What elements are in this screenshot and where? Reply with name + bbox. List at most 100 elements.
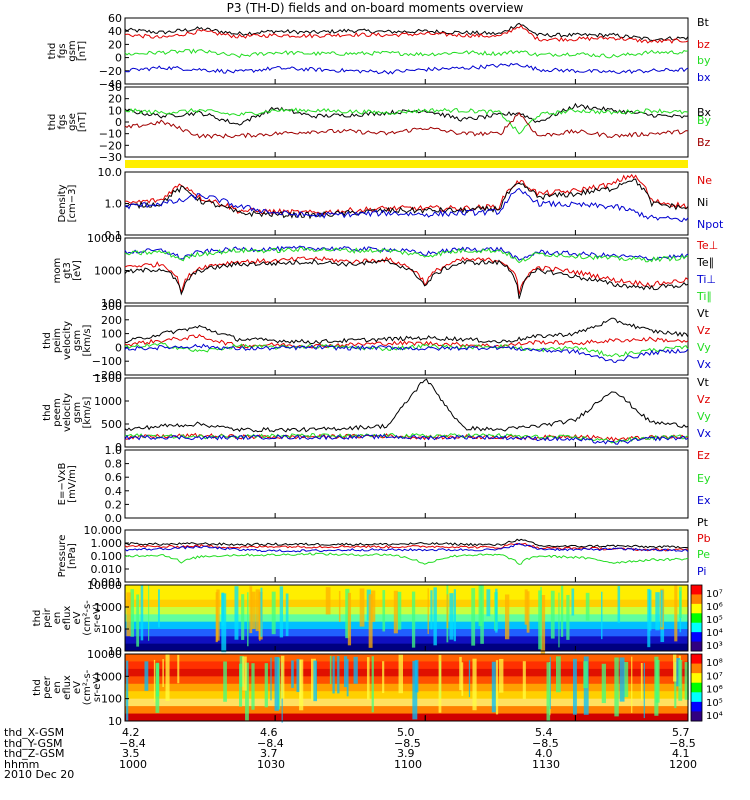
- spectrogram-streak: [647, 588, 651, 648]
- ephem-value: 4.0: [535, 747, 553, 760]
- ephem-label: thd_Y-GSM: [4, 736, 63, 750]
- legend-Vz: Vz: [697, 393, 711, 406]
- spectrogram-streak: [251, 663, 255, 710]
- y-tick-label: 10000: [87, 579, 122, 592]
- colorbar-tick-label: 10⁴: [706, 711, 723, 722]
- series-Vt: [124, 378, 689, 433]
- y-axis-label: [km/s]: [82, 324, 93, 356]
- legend-Pb: Pb: [697, 532, 711, 545]
- spectrogram-band: [125, 691, 688, 700]
- spectrogram-streak: [165, 654, 170, 702]
- spectrogram-streak: [177, 654, 180, 684]
- spectrogram-streak: [162, 659, 164, 687]
- legend-Ey: Ey: [697, 472, 711, 485]
- ephem-label: hhmm: [4, 757, 40, 771]
- panel-frame: [124, 449, 689, 519]
- series-Ti⊥: [124, 245, 689, 262]
- spectrogram-band: [125, 683, 688, 692]
- y-axis-label: sr-eV): [92, 673, 103, 702]
- spectrogram-streak: [673, 654, 677, 682]
- y-tick-label: 20: [108, 38, 122, 51]
- spectrogram-streak: [619, 657, 625, 702]
- ephem-value: 5.4: [535, 726, 553, 739]
- colorbar-segment: [691, 632, 702, 643]
- y-tick-label: −10: [99, 128, 122, 141]
- spectrogram-streak: [679, 586, 682, 618]
- y-tick-label: 1000: [94, 670, 122, 683]
- legend-Npot: Npot: [697, 218, 724, 231]
- colorbar-tick-label: 10³: [706, 641, 723, 652]
- ephem-value: −8.5: [669, 736, 696, 750]
- y-axis-label: [mV/m]: [67, 465, 78, 503]
- colorbar-segment: [691, 594, 702, 605]
- spectrogram-streak: [366, 657, 370, 700]
- spectrogram-streak: [296, 658, 300, 693]
- spectrogram-streak: [221, 593, 227, 653]
- y-tick-label: 60: [108, 12, 122, 25]
- legend-Ni: Ni: [697, 196, 708, 209]
- spectrogram-streak: [674, 585, 678, 642]
- spectrogram-streak: [655, 660, 660, 703]
- colorbar-frame: [690, 653, 703, 722]
- spectrogram-band: [125, 654, 688, 662]
- legend-Ne: Ne: [697, 174, 712, 187]
- y-tick-label: 0.100: [91, 550, 123, 563]
- spectrogram-band: [125, 629, 688, 637]
- spectrogram-streak: [337, 655, 340, 694]
- y-tick-label: 0.0: [105, 512, 123, 525]
- legend-By: By: [697, 114, 712, 127]
- spectrogram-streak: [285, 593, 289, 637]
- colorbar-tick-label: 10⁷: [706, 589, 723, 600]
- spectrogram-streak: [571, 588, 575, 616]
- spectrogram-streak: [279, 586, 284, 638]
- y-axis-label: eV: [72, 681, 83, 694]
- spectrogram-streak: [504, 594, 510, 640]
- spectrogram-streak: [136, 594, 140, 647]
- spectrogram-streak: [140, 585, 144, 641]
- y-axis-label: thd: [42, 404, 53, 421]
- spectrogram-streak: [148, 585, 150, 641]
- y-tick-label: 100: [101, 693, 122, 706]
- y-axis-label: thd: [47, 43, 58, 60]
- spectrogram-band: [125, 614, 688, 623]
- spectrogram-streak: [271, 591, 276, 635]
- spectrogram-streak: [449, 593, 454, 640]
- series-Te⊥: [124, 256, 689, 295]
- y-axis-label: [cm−3]: [67, 185, 78, 223]
- legend-Vz: Vz: [697, 324, 711, 337]
- y-tick-label: 0.8: [105, 458, 123, 471]
- ephem-value: 1200: [669, 757, 697, 771]
- y-axis-label: [nT]: [77, 112, 88, 132]
- spectrogram-streak: [247, 592, 249, 647]
- y-axis-label: Pressure: [57, 535, 68, 578]
- colorbar-tick-label: 10⁶: [706, 685, 723, 696]
- y-axis-label: gsm: [67, 40, 78, 61]
- y-tick-label: −40: [99, 78, 122, 91]
- spectrogram-streak: [251, 591, 256, 629]
- y-tick-label: 100: [101, 623, 122, 636]
- y-tick-label: 1.0: [105, 198, 123, 211]
- y-axis-label: eflux: [62, 606, 73, 631]
- spectrogram-streak: [338, 590, 341, 623]
- y-tick-label: 0.001: [91, 576, 123, 589]
- spectrogram-streak: [371, 656, 374, 713]
- spectrogram-streak: [274, 656, 279, 711]
- spectrogram-streak: [343, 656, 348, 688]
- y-axis-label: gsm: [72, 402, 83, 423]
- y-tick-label: 30: [108, 81, 122, 94]
- y-axis-label: peir: [42, 607, 53, 627]
- spectrogram-streak: [430, 590, 433, 630]
- series-Pt: [124, 538, 689, 549]
- spectrogram-streak: [359, 588, 365, 627]
- spectrogram-streak: [549, 656, 551, 710]
- series-Ne: [124, 173, 689, 217]
- spectrogram-streak: [332, 656, 335, 694]
- ephem-value: 3.7: [260, 747, 278, 760]
- spectrogram-band: [125, 621, 688, 630]
- spectrogram-streak: [631, 656, 633, 713]
- spectrogram-band: [125, 668, 688, 677]
- ephem-value: 1000: [119, 757, 147, 771]
- y-tick-label: 0.6: [105, 471, 123, 484]
- spectrogram-streak: [550, 590, 555, 639]
- spectrogram-streak: [459, 656, 462, 691]
